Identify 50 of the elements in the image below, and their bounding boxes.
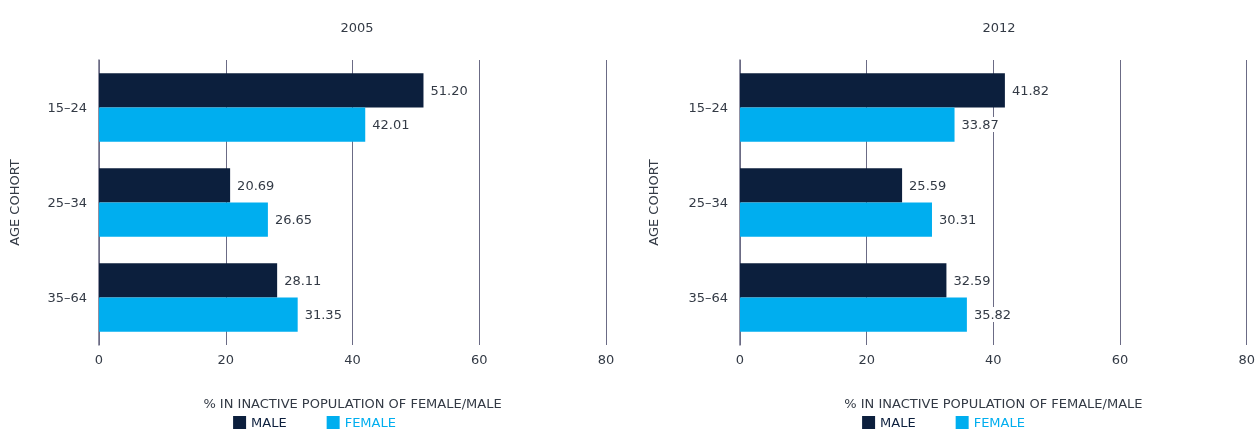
chart-title: 2005	[340, 20, 374, 35]
x-axis-title: % IN INACTIVE POPULATION OF FEMALE/MALE	[203, 396, 502, 411]
y-tick-label: 25–34	[688, 195, 728, 210]
data-label: 32.59	[953, 272, 991, 288]
data-label: 35.82	[973, 307, 1012, 323]
legend-label: MALE	[880, 415, 916, 430]
x-tick-label: 40	[985, 352, 1002, 367]
chart-title: 2012	[982, 20, 1016, 35]
bar	[99, 263, 278, 298]
data-label: 51.20	[430, 82, 468, 98]
bar	[740, 168, 903, 203]
data-label: 28.11	[284, 272, 322, 288]
x-axis-title: % IN INACTIVE POPULATION OF FEMALE/MALE	[844, 396, 1143, 411]
data-label: 30.31	[938, 212, 977, 228]
bar	[740, 202, 932, 237]
bar	[740, 73, 1005, 108]
x-tick-label: 60	[1111, 352, 1129, 367]
bar	[740, 263, 947, 298]
y-tick-label: 15–24	[47, 100, 87, 115]
x-tick-label: 0	[94, 352, 104, 367]
x-tick-label: 40	[344, 352, 361, 367]
x-tick-label: 80	[597, 352, 615, 367]
x-tick-label: 20	[217, 352, 235, 367]
y-tick-label: 35–64	[47, 290, 87, 305]
legend-label: FEMALE	[973, 415, 1025, 430]
bar	[99, 202, 268, 237]
data-label: 42.01	[372, 117, 410, 133]
x-tick-label: 0	[735, 352, 745, 367]
y-tick-label: 35–64	[688, 290, 728, 305]
data-label: 20.69	[237, 177, 275, 193]
bar	[99, 297, 298, 332]
data-label: 31.35	[304, 307, 342, 323]
x-tick-label: 80	[1238, 352, 1255, 367]
legend-label: FEMALE	[344, 415, 396, 430]
data-label: 26.65	[274, 212, 313, 228]
y-axis-title: AGE COHORT	[7, 159, 22, 246]
data-label: 41.82	[1011, 82, 1050, 98]
bar	[99, 107, 366, 142]
y-tick-label: 15–24	[688, 100, 728, 115]
x-tick-label: 20	[858, 352, 875, 367]
y-tick-label: 25–34	[47, 195, 87, 210]
data-label: 25.59	[909, 177, 947, 193]
y-axis-title: AGE COHORT	[646, 159, 661, 246]
x-tick-label: 60	[470, 352, 488, 367]
bar	[740, 107, 955, 142]
bar	[99, 168, 231, 203]
legend-label: MALE	[251, 415, 287, 430]
bar	[99, 73, 424, 108]
bar	[740, 297, 967, 332]
data-label: 33.87	[961, 117, 999, 133]
